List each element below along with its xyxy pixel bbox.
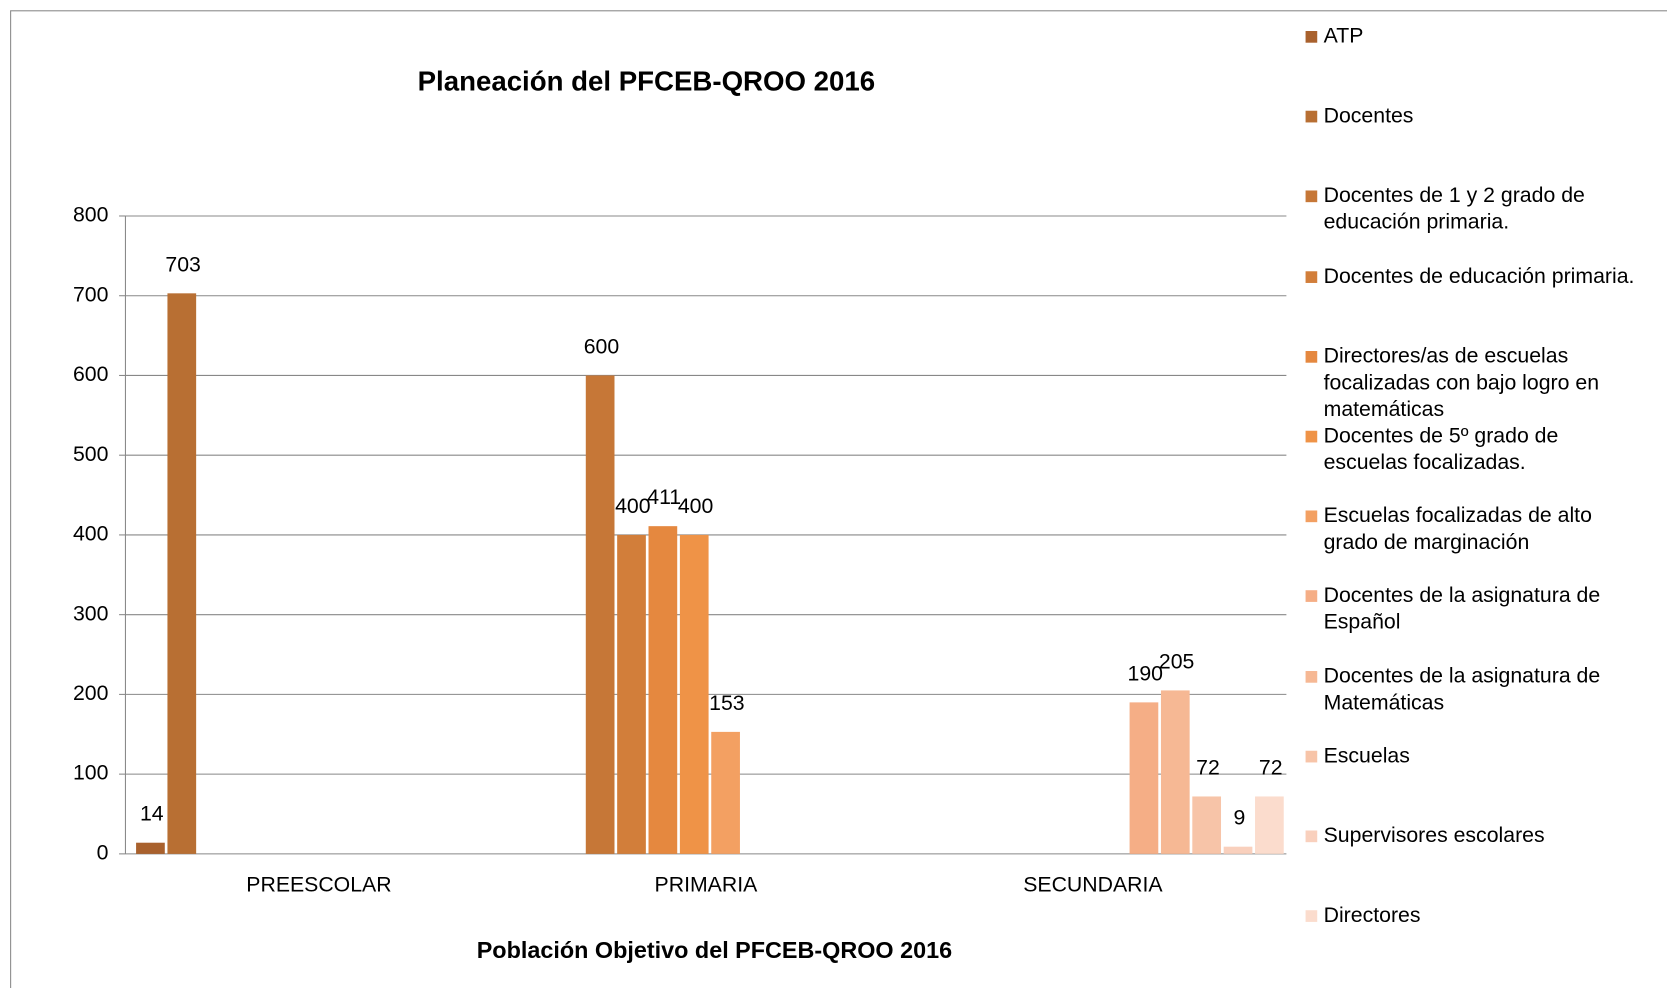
- chart-title: Planeación del PFCEB-QROO 2016: [418, 65, 876, 96]
- legend-item: Docentes de educación primaria.: [1305, 263, 1636, 290]
- legend-swatch: [1305, 31, 1318, 43]
- data-label: 205: [1159, 649, 1194, 673]
- data-label: 600: [584, 334, 619, 358]
- data-label: 14: [140, 802, 164, 826]
- y-tick-label: 0: [97, 840, 109, 864]
- x-tick-label: PRIMARIA: [655, 872, 759, 896]
- legend-label: ATP: [1323, 24, 1364, 49]
- legend-item: Supervisores escolares: [1305, 823, 1636, 850]
- bar: [1255, 796, 1284, 854]
- chart-border: [10, 10, 1667, 988]
- data-label: 9: [1233, 806, 1245, 830]
- legend-item: ATP: [1305, 24, 1636, 51]
- legend-swatch: [1305, 750, 1318, 763]
- legend-swatch: [1305, 590, 1318, 603]
- legend-swatch: [1305, 110, 1318, 123]
- y-tick-label: 500: [73, 442, 108, 466]
- legend-label: Directores/as de escuelas focalizadas co…: [1323, 344, 1600, 421]
- legend-item: Docentes de 1 y 2 grado de educación pri…: [1305, 183, 1636, 236]
- legend-swatch: [1305, 270, 1318, 283]
- data-label: 72: [1259, 755, 1283, 779]
- bar: [1129, 702, 1159, 854]
- legend-item: Docentes de la asignatura de Matemáticas: [1305, 663, 1636, 716]
- legend-label: Supervisores escolares: [1323, 824, 1545, 848]
- legend-label: Docentes de la asignatura de Español: [1323, 584, 1601, 635]
- x-tick-label: SECUNDARIA: [1023, 872, 1163, 896]
- y-tick-label: 400: [73, 522, 108, 546]
- legend-label: Docentes de 5º grado de escuelas focaliz…: [1323, 424, 1559, 475]
- legend-label: Escuelas: [1323, 744, 1410, 768]
- legend-label: Docentes: [1323, 104, 1414, 128]
- legend-swatch: [1305, 190, 1318, 203]
- legend-label: Escuelas focalizadas de alto grado de ma…: [1323, 504, 1592, 555]
- bar: [1160, 690, 1190, 854]
- x-tick-label: PREESCOLAR: [246, 872, 391, 896]
- data-label: 703: [165, 252, 200, 276]
- legend-item: Escuelas focalizadas de alto grado de ma…: [1305, 503, 1636, 556]
- data-label: 153: [709, 691, 744, 715]
- legend-label: Directores: [1323, 904, 1421, 928]
- bar: [167, 293, 197, 854]
- y-tick-label: 800: [73, 203, 108, 227]
- bar: [585, 375, 615, 854]
- legend-swatch: [1305, 350, 1318, 363]
- legend-swatch: [1305, 830, 1318, 843]
- legend-item: Docentes: [1305, 103, 1636, 130]
- legend-item: Docentes de 5º grado de escuelas focaliz…: [1305, 423, 1636, 476]
- bar: [648, 526, 678, 854]
- y-tick-label: 600: [73, 362, 108, 386]
- data-label: 400: [678, 494, 713, 518]
- legend-label: Docentes de la asignatura de Matemáticas: [1323, 664, 1601, 715]
- data-label: 190: [1128, 661, 1163, 685]
- legend-item: Directores/as de escuelas focalizadas co…: [1305, 343, 1636, 423]
- legend-swatch: [1305, 510, 1318, 523]
- legend-item: Docentes de la asignatura de Español: [1305, 583, 1636, 636]
- bar: [1223, 846, 1253, 854]
- legend-swatch: [1305, 430, 1318, 443]
- bar: [679, 534, 709, 854]
- data-label: 411: [647, 485, 681, 509]
- data-label: 400: [615, 494, 650, 518]
- data-label: 72: [1196, 755, 1220, 779]
- legend-swatch: [1305, 670, 1318, 683]
- legend-label: Docentes de educación primaria.: [1323, 264, 1635, 288]
- x-axis-title: Población Objetivo del PFCEB-QROO 2016: [477, 937, 952, 963]
- legend-item: Escuelas: [1305, 743, 1636, 770]
- bar: [617, 534, 646, 854]
- legend-label: Docentes de 1 y 2 grado de educación pri…: [1323, 184, 1585, 235]
- y-tick-label: 300: [73, 601, 108, 625]
- y-tick-label: 100: [73, 761, 108, 785]
- legend-swatch: [1305, 910, 1318, 923]
- bar: [136, 842, 165, 854]
- legend-item: Directores: [1305, 903, 1636, 930]
- y-tick-label: 200: [73, 681, 108, 705]
- legend: ATP Docentes Docentes de 1 y 2 grado de ed…: [1305, 24, 1636, 930]
- bar: [711, 731, 740, 854]
- bar: [1192, 796, 1222, 854]
- y-tick-label: 700: [73, 282, 108, 306]
